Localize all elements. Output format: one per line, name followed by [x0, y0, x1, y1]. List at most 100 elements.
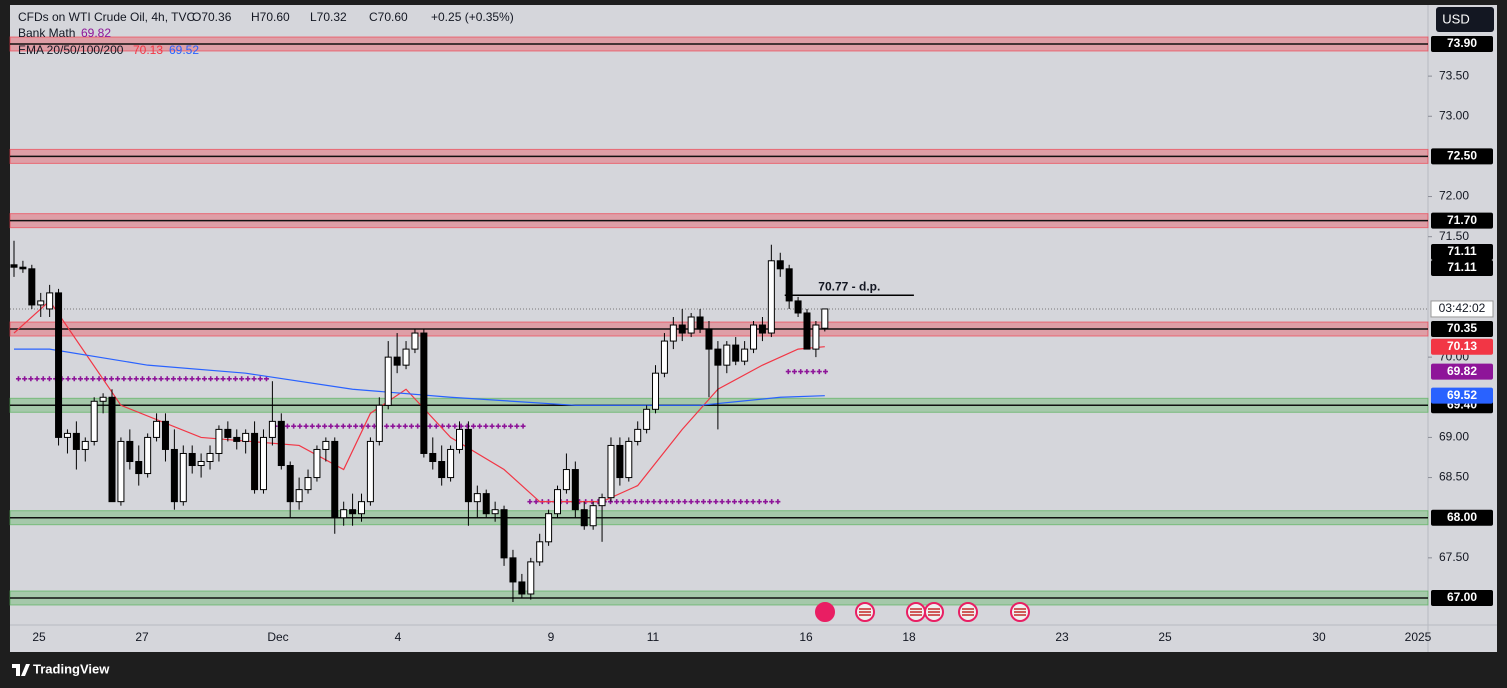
candle-body: [170, 448, 178, 503]
candle-body: [286, 465, 294, 503]
candle-body: [420, 332, 428, 454]
candle-body: [491, 509, 499, 515]
brand: TradingView: [33, 661, 110, 676]
ema-slow-value: 69.52: [169, 43, 199, 57]
candle-body: [81, 440, 89, 450]
candle-body: [153, 420, 161, 438]
ema-line: [13, 300, 825, 503]
candle-body: [63, 432, 71, 438]
candle-body: [438, 461, 446, 479]
candle-body: [527, 561, 535, 595]
bank-math-tag: [1431, 363, 1493, 380]
candle-body: [571, 469, 579, 511]
ema-line: [14, 348, 825, 406]
symbol: CFDs on WTI Crude Oil, 4h, TVC: [18, 10, 195, 24]
candle-body: [206, 452, 214, 463]
candle-body: [313, 448, 321, 479]
candle-body: [625, 440, 633, 479]
x-tick-label: 25: [32, 630, 46, 644]
candle-body: [678, 324, 686, 334]
y-tick-label: 67.50: [1439, 550, 1469, 564]
price-tag-label: 71.11: [1447, 244, 1477, 258]
bank-math-value: 69.82: [81, 26, 111, 40]
x-tick-label: 18: [902, 630, 916, 644]
candle-body: [197, 461, 205, 467]
candle-body: [144, 436, 152, 475]
candle-body: [411, 332, 419, 350]
candle-body: [251, 432, 259, 491]
candle-body: [224, 428, 232, 438]
candle-body: [732, 344, 740, 362]
ema-tag-label: 70.13: [1447, 339, 1477, 353]
x-tick-label: 25: [1158, 630, 1172, 644]
currency[interactable]: USD: [1442, 11, 1469, 26]
candle-body: [473, 493, 481, 503]
event-flag: [859, 608, 871, 616]
candle-body: [652, 372, 660, 410]
candle-body: [616, 444, 624, 479]
candle-body: [767, 260, 775, 334]
candle-body: [669, 324, 677, 342]
candle-body: [55, 292, 63, 438]
candle-body: [803, 312, 811, 350]
candle-body: [598, 497, 606, 507]
zone-tag-label: 73.90: [1447, 36, 1477, 50]
countdown-box: [1430, 300, 1494, 318]
candle-body: [776, 260, 784, 270]
y-tick-label: 72.00: [1439, 189, 1469, 203]
zone-tag-label: 67.00: [1447, 590, 1477, 604]
ohlc-label: C70.60: [369, 10, 408, 24]
bank-math-label: Bank Math: [18, 26, 75, 40]
candle-body: [304, 477, 312, 491]
candle-body: [188, 452, 196, 467]
candle-body: [687, 316, 695, 334]
candle-body: [72, 432, 80, 450]
x-tick-label: 23: [1055, 630, 1069, 644]
ema-tag: [1431, 387, 1493, 404]
zone-tag: [1431, 321, 1493, 338]
event-flag: [910, 608, 922, 616]
y-tick-label: 68.50: [1439, 470, 1469, 484]
ohlc-label: L70.32: [310, 10, 347, 24]
event-flag: [962, 608, 974, 616]
candle-body: [37, 300, 45, 306]
candle-body: [340, 509, 348, 519]
candle-body: [108, 396, 116, 503]
candle-body: [179, 452, 187, 503]
candle-body: [322, 440, 330, 450]
candle-body: [714, 348, 722, 366]
bank-math-level: [785, 369, 828, 375]
candle-body: [429, 452, 437, 463]
x-tick-label: 2025: [1405, 630, 1432, 644]
ohlc-label: O70.36: [192, 10, 232, 24]
candle-body: [509, 557, 517, 583]
currency-button[interactable]: [1436, 7, 1494, 32]
y-tick-label: 71.50: [1439, 229, 1469, 243]
candle-body: [19, 266, 27, 270]
x-tick-label: 30: [1312, 630, 1326, 644]
candle-body: [233, 436, 241, 442]
candle-body: [821, 308, 829, 329]
candle-body: [785, 268, 793, 302]
candle-body: [545, 513, 553, 543]
event-flag: [1014, 608, 1026, 616]
candle-body: [482, 493, 490, 515]
candle-body: [696, 316, 704, 330]
candle-body: [456, 428, 463, 450]
zone-tag: [1431, 212, 1493, 229]
brand-logo: [12, 664, 30, 676]
candle-body: [589, 505, 597, 527]
y-tick-label: 69.00: [1439, 430, 1469, 444]
candle-body: [464, 428, 472, 503]
candle-body: [277, 420, 285, 467]
y-tick-label: 73.50: [1439, 68, 1469, 82]
candle-body: [723, 344, 731, 366]
candle-body: [161, 420, 169, 450]
zone-tag: [1431, 36, 1493, 52]
candle-body: [46, 292, 54, 310]
zone-tag: [1431, 509, 1493, 526]
candle-body: [393, 356, 401, 366]
price-tag-label: 71.11: [1447, 260, 1477, 274]
